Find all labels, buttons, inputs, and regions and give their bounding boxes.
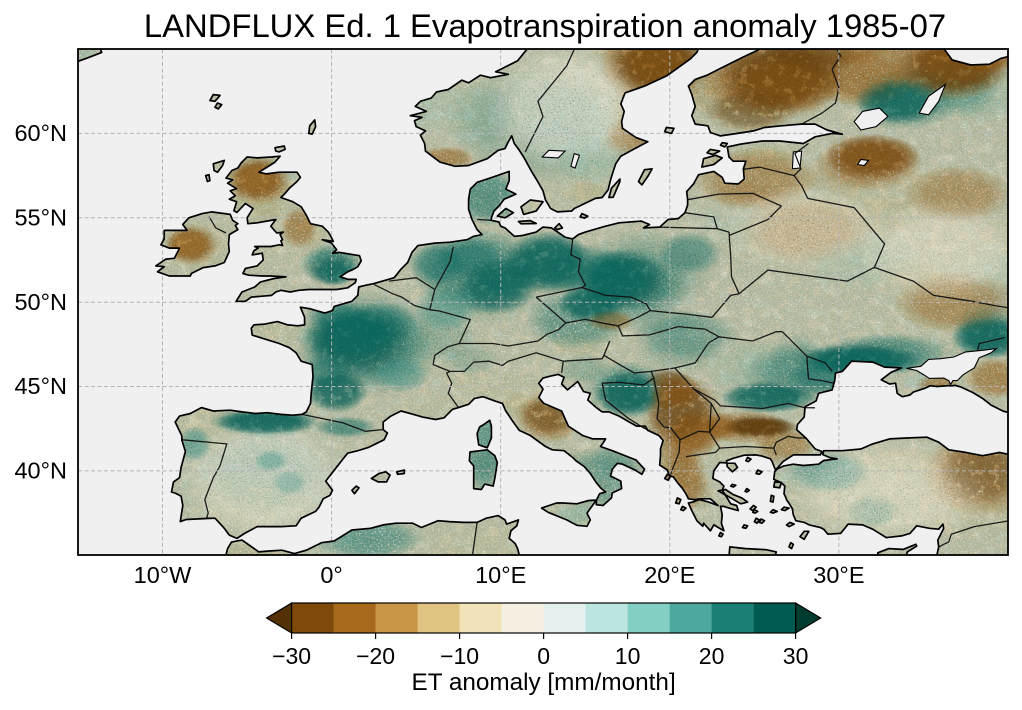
svg-text:20: 20 <box>699 643 725 669</box>
svg-text:10°E: 10°E <box>475 562 526 588</box>
svg-text:45°N: 45°N <box>14 373 67 399</box>
svg-text:10: 10 <box>615 643 641 669</box>
svg-text:−20: −20 <box>356 643 395 669</box>
svg-text:30°E: 30°E <box>813 562 864 588</box>
svg-text:40°N: 40°N <box>14 458 67 484</box>
svg-text:0°: 0° <box>320 562 342 588</box>
svg-text:55°N: 55°N <box>14 205 67 231</box>
svg-text:30: 30 <box>783 643 809 669</box>
svg-text:0: 0 <box>537 643 550 669</box>
svg-text:60°N: 60°N <box>14 120 67 146</box>
svg-text:ET anomaly [mm/month]: ET anomaly [mm/month] <box>411 669 675 696</box>
svg-text:50°N: 50°N <box>14 289 67 315</box>
svg-text:LANDFLUX Ed. 1 Evapotranspirat: LANDFLUX Ed. 1 Evapotranspiration anomal… <box>144 7 946 44</box>
svg-text:−10: −10 <box>440 643 479 669</box>
svg-text:20°E: 20°E <box>644 562 695 588</box>
svg-text:10°W: 10°W <box>134 562 193 588</box>
svg-text:−30: −30 <box>272 643 311 669</box>
